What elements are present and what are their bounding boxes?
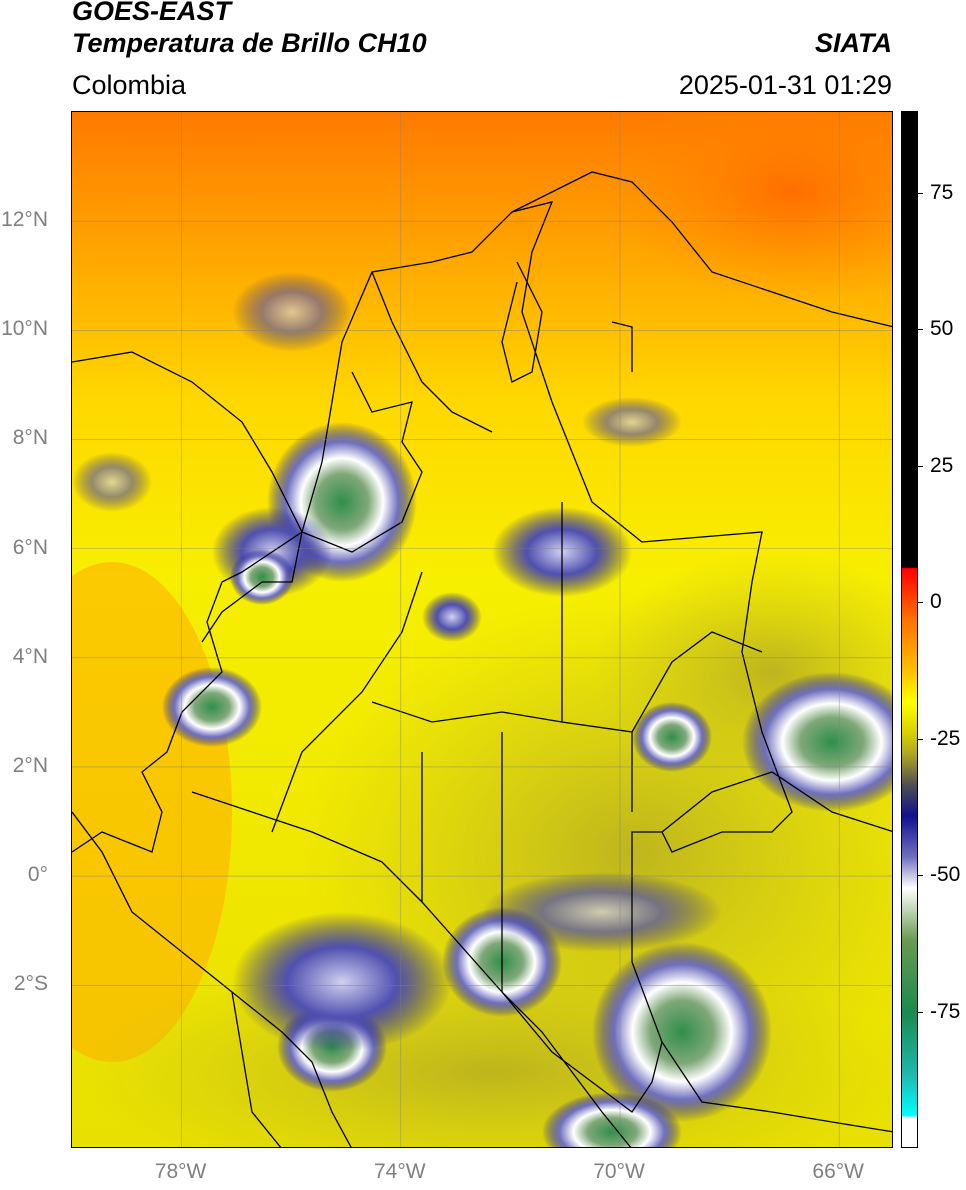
convective-cloud	[542, 1092, 682, 1147]
colorbar-tick-label: -75	[930, 999, 961, 1023]
colorbar-tick-label: 0	[930, 590, 942, 614]
lat-tick-label: 2°N	[12, 753, 48, 777]
lat-tick-label: 0°	[27, 863, 48, 887]
colorbar	[901, 111, 918, 1148]
lon-tick-label: 78°W	[154, 1160, 207, 1183]
colorbar-tick	[918, 875, 923, 877]
lat-tick-label: 12°N	[1, 208, 48, 232]
cloud	[232, 912, 452, 1052]
graticule	[72, 112, 892, 1147]
lat-tick-label: 2°S	[13, 972, 48, 996]
colorbar-tick	[918, 329, 923, 331]
convective-cloud	[592, 942, 772, 1122]
convective-cloud	[162, 667, 262, 747]
colorbar-tick-label: 25	[930, 453, 954, 477]
colorbar-tick-label: 50	[930, 317, 954, 341]
colorbar-tick	[918, 602, 923, 604]
colorbar-tick	[918, 738, 923, 740]
map-canvas	[72, 112, 892, 1147]
convective-cloud	[632, 702, 712, 772]
product-title: Temperatura de Brillo CH10	[72, 28, 427, 58]
lon-tick-label: 66°W	[812, 1160, 864, 1183]
agency-label: SIATA	[815, 28, 892, 58]
cloud	[582, 397, 682, 447]
colorbar-tick	[918, 465, 923, 467]
region-label: Colombia	[72, 70, 187, 100]
colorbar-tick	[918, 1011, 923, 1013]
lon-tick-label: 70°W	[593, 1160, 645, 1183]
cloud	[232, 272, 352, 352]
lon-tick-label: 74°W	[374, 1160, 426, 1183]
brightness-temperature-map	[71, 111, 893, 1148]
satellite-title: GOES-EAST	[72, 0, 232, 26]
colorbar-tick	[918, 192, 923, 194]
colorbar-tick-label: 75	[930, 180, 954, 204]
colorbar-tick-label: -25	[930, 726, 961, 750]
lat-tick-label: 8°N	[12, 426, 48, 450]
datetime-label: 2025-01-31 01:29	[678, 70, 892, 100]
lat-tick-label: 6°N	[12, 535, 48, 559]
convective-cloud	[230, 549, 294, 605]
cloud	[482, 872, 722, 952]
colorbar-tick-label: -50	[930, 863, 961, 887]
lat-tick-label: 4°N	[12, 644, 48, 668]
cloud	[422, 592, 482, 642]
cloud	[72, 452, 152, 512]
lat-tick-label: 10°N	[1, 317, 48, 341]
warm-area	[612, 112, 892, 302]
